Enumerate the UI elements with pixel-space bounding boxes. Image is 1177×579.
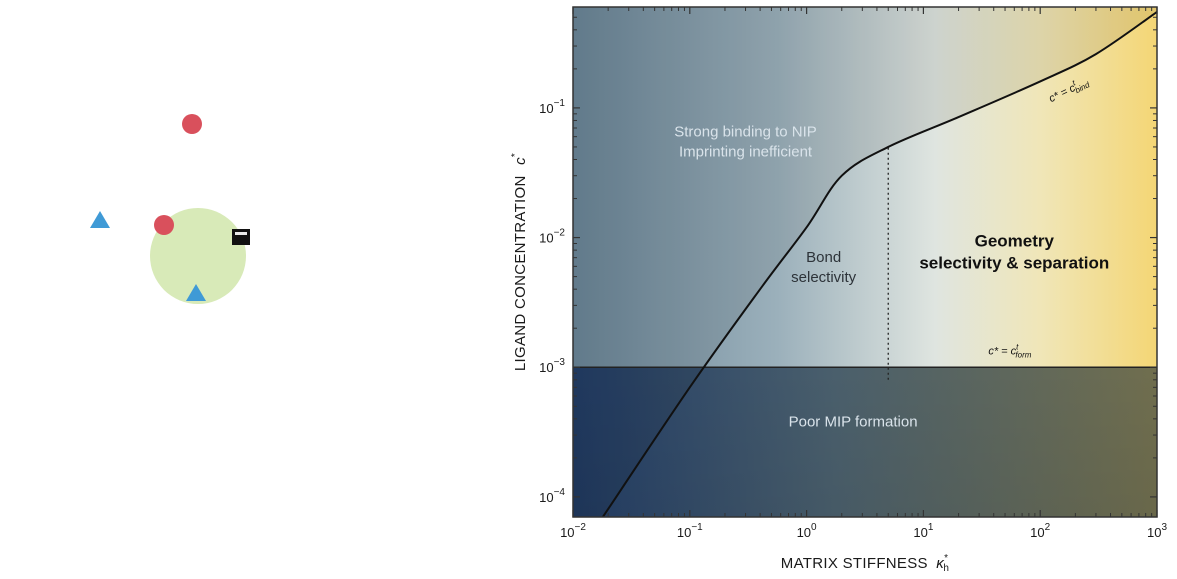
region-label: Bond selectivity bbox=[791, 249, 857, 286]
curve-label: c* = ct form bbox=[988, 343, 1031, 360]
y-tick-label: 10−4 bbox=[539, 487, 565, 505]
red-circle-ligand-icon bbox=[154, 215, 174, 235]
polymer-chain bbox=[80, 124, 412, 230]
x-tick-label: 100 bbox=[797, 522, 817, 540]
region-below-threshold-shade bbox=[573, 367, 1157, 517]
y-tick-label: 10−2 bbox=[539, 228, 565, 246]
x-tick-label: 101 bbox=[913, 522, 933, 540]
x-tick-label: 10−2 bbox=[560, 522, 586, 540]
x-axis-title: MATRIX STIFFNESS κ* h bbox=[781, 553, 949, 574]
y-tick-label: 10−3 bbox=[539, 357, 565, 375]
y-tick-label: 10−1 bbox=[539, 98, 565, 116]
binding-boundary-curve bbox=[601, 11, 1157, 517]
plot-frame bbox=[572, 6, 1158, 518]
polymer-network-illustration bbox=[10, 114, 433, 396]
strong-binding-shade bbox=[573, 7, 1157, 517]
polymer-chain bbox=[92, 238, 430, 380]
polymer-chain bbox=[10, 127, 433, 162]
black-square-ligand-icon bbox=[232, 229, 250, 245]
polymer-chain bbox=[196, 300, 412, 355]
target-molecule bbox=[150, 208, 246, 304]
x-axis-ticks: 10−2 10−1 100 101 102 103 bbox=[560, 7, 1167, 540]
region-label: Poor MIP formation bbox=[789, 413, 918, 430]
red-circle-ligand-icon bbox=[182, 114, 202, 134]
phase-diagram: 10−2 10−1 100 101 102 103 10−4 10−3 10−2 10−1 St… bbox=[510, 6, 1167, 574]
x-tick-label: 102 bbox=[1030, 522, 1050, 540]
y-axis-ticks: 10−4 10−3 10−2 10−1 bbox=[539, 6, 1157, 505]
blue-triangle-ligand-icon bbox=[90, 211, 110, 228]
blue-triangle-ligand-icon bbox=[186, 284, 206, 301]
region-label: Geometry selectivity & separation bbox=[919, 232, 1109, 273]
polymer-chain bbox=[245, 240, 412, 396]
x-tick-label: 10−1 bbox=[677, 522, 703, 540]
y-axis-title: LIGAND CONCENTRATION c* bbox=[510, 153, 529, 371]
x-tick-label: 103 bbox=[1147, 522, 1167, 540]
black-square-ligand-highlight bbox=[235, 232, 247, 235]
region-labels: Strong binding to NIP Imprinting ineffici… bbox=[674, 124, 1109, 431]
region-label: Strong binding to NIP Imprinting ineffici… bbox=[674, 124, 817, 161]
